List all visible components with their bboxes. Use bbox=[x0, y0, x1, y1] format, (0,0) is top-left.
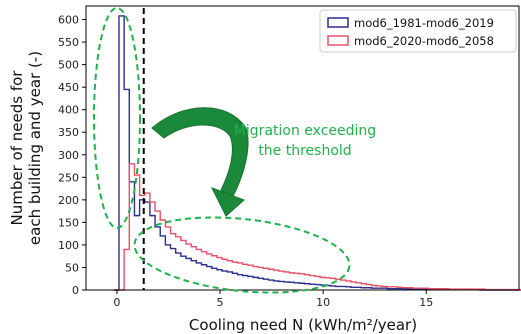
x-tick-label: 0 bbox=[113, 296, 120, 309]
y-tick-label: 150 bbox=[58, 216, 79, 229]
y-axis-label-line-2: each building and year (-) bbox=[26, 51, 44, 245]
y-tick-label: 400 bbox=[58, 104, 79, 117]
x-tick-label: 15 bbox=[419, 296, 433, 309]
y-axis-label-line-1: Number of needs for bbox=[8, 70, 26, 226]
y-tick-label: 300 bbox=[58, 149, 79, 162]
legend: mod6_1981-mod6_2019 mod6_2020-mod6_2058 bbox=[319, 9, 517, 53]
annotation: Migration exceeding the threshold bbox=[93, 7, 376, 294]
y-tick-label: 550 bbox=[58, 36, 79, 49]
legend-swatch-0 bbox=[327, 17, 349, 28]
annotation-text-line-2: the threshold bbox=[258, 143, 351, 159]
legend-swatch-1 bbox=[327, 35, 349, 46]
y-tick-label: 450 bbox=[58, 81, 79, 94]
y-tick-label: 250 bbox=[58, 171, 79, 184]
x-axis-label: Cooling need N (kWh/m²/year) bbox=[189, 316, 417, 334]
migration-arrow-body bbox=[151, 107, 249, 199]
x-tick-label: 5 bbox=[217, 296, 224, 309]
y-tick-label: 600 bbox=[58, 14, 79, 27]
legend-label-1: mod6_2020-mod6_2058 bbox=[354, 34, 494, 48]
y-tick-label: 0 bbox=[72, 284, 79, 297]
annotation-text-line-1: Migration exceeding bbox=[234, 123, 376, 139]
y-tick-label: 350 bbox=[58, 126, 79, 139]
legend-label-0: mod6_1981-mod6_2019 bbox=[354, 16, 494, 30]
x-tick-label: 10 bbox=[316, 296, 330, 309]
y-tick-label: 100 bbox=[58, 239, 79, 252]
y-tick-label: 200 bbox=[58, 194, 79, 207]
y-tick-label: 500 bbox=[58, 59, 79, 72]
series-line-1 bbox=[113, 163, 521, 291]
migration-arrow-head bbox=[210, 187, 245, 217]
ellipse-low-needs bbox=[93, 7, 141, 229]
ellipse-migrated-needs bbox=[133, 216, 351, 294]
y-tick-label: 50 bbox=[65, 261, 79, 274]
legend-box bbox=[319, 9, 517, 53]
